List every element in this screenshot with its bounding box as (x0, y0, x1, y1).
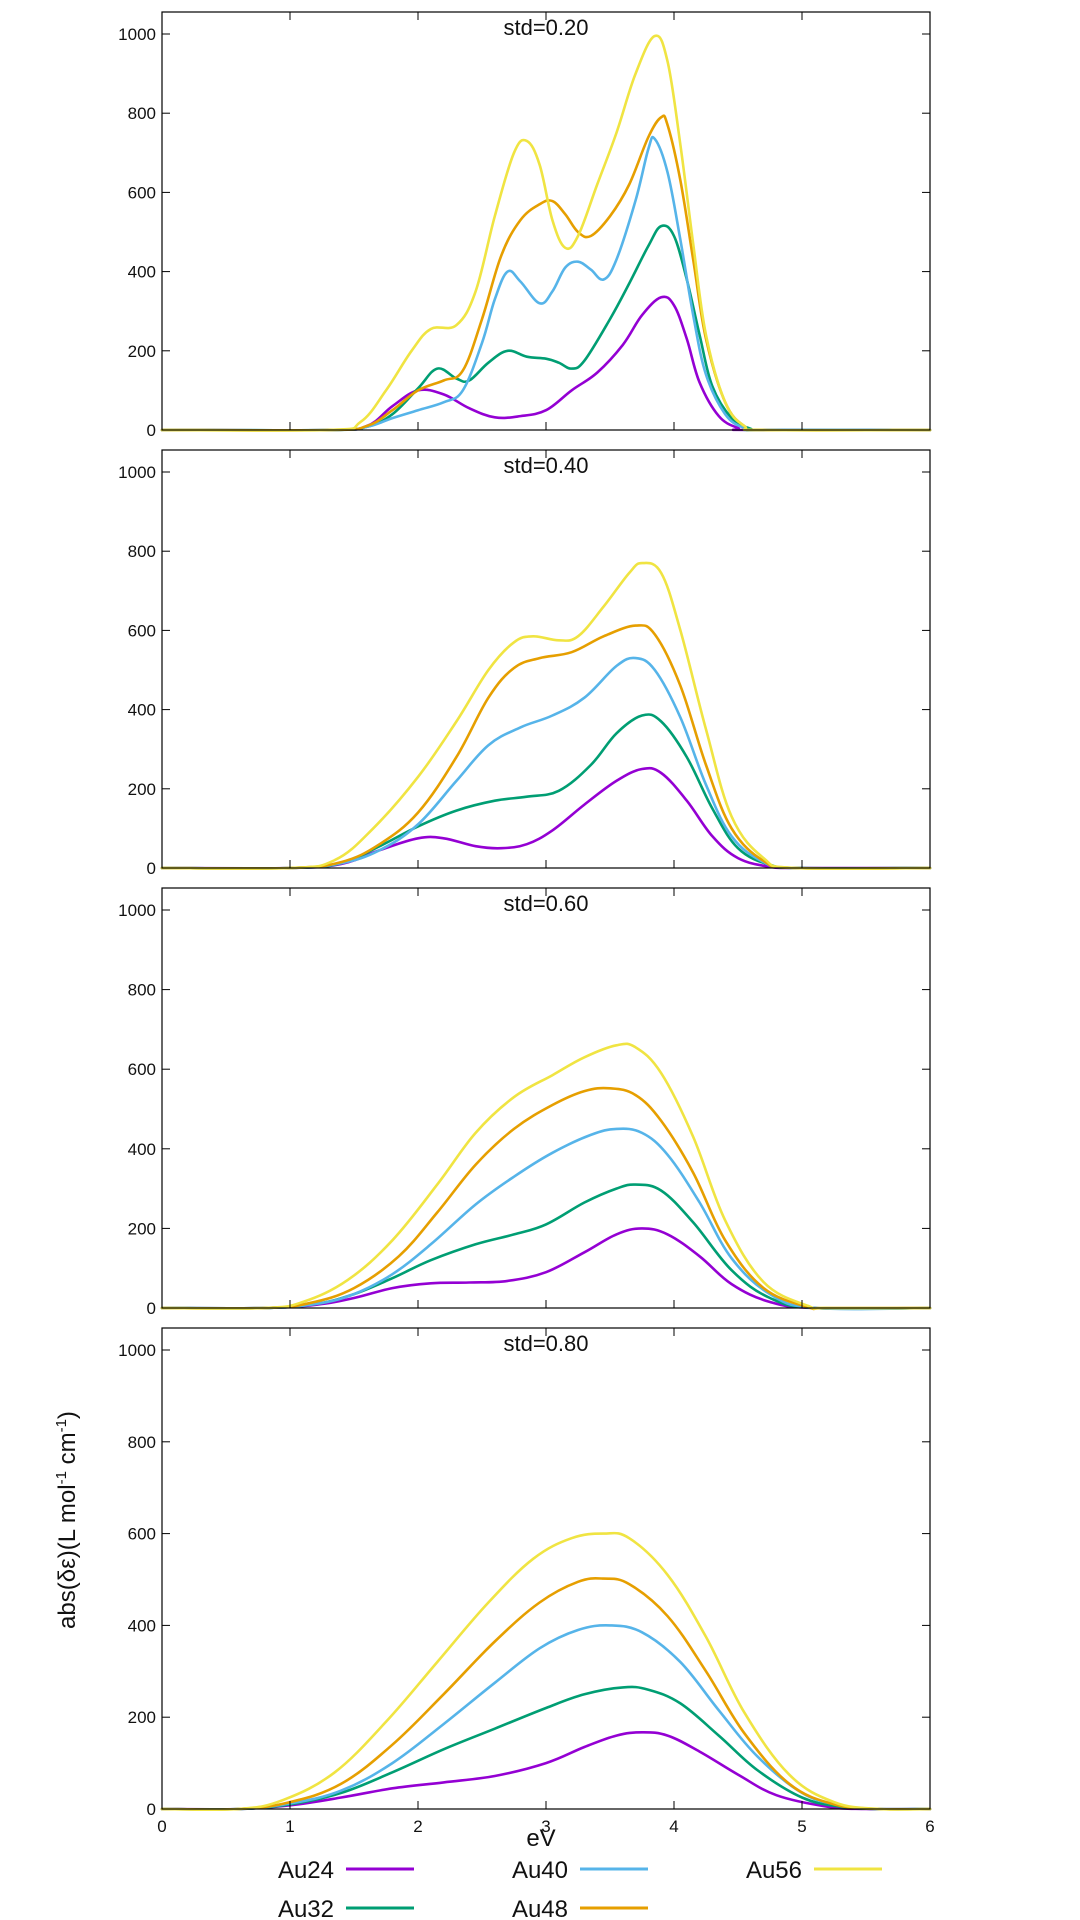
x-tick-label: 5 (797, 1817, 806, 1836)
x-tick-label: 4 (669, 1817, 678, 1836)
series-line-au56 (160, 1531, 932, 1812)
legend-label: Au24 (278, 1857, 334, 1884)
plot-frame (161, 449, 931, 869)
y-tick-label: 200 (128, 1219, 156, 1238)
plot-frame (161, 887, 931, 1309)
series-line-au24 (160, 1730, 932, 1811)
panel-title: std=0.20 (503, 15, 588, 40)
y-axis-label-sup1: -1 (53, 1471, 70, 1484)
series-line-au56 (160, 1042, 932, 1310)
legend: Au24 Au40 Au56 Au32 Au48 (278, 1857, 882, 1920)
y-tick-label: 1000 (118, 25, 156, 44)
legend-label: Au32 (278, 1896, 334, 1920)
y-tick-label: 0 (147, 1800, 156, 1819)
series-line-au24 (160, 766, 932, 870)
y-tick-label: 1000 (118, 1341, 156, 1360)
y-tick-label: 200 (128, 1708, 156, 1727)
y-tick-label: 800 (128, 1433, 156, 1452)
panel-4: 0 200 400 600 800 1000 0 1 2 3 4 5 6 std=0.80 (118, 1327, 935, 1836)
legend-label: Au56 (746, 1857, 802, 1884)
series-line-au48 (160, 114, 932, 432)
series-line-au40 (160, 656, 932, 870)
series-group (160, 34, 932, 432)
series-line-au32 (160, 224, 932, 432)
plot-frame (161, 11, 931, 431)
panel-1: 0 200 400 600 800 1000 std=0.20 (118, 11, 932, 440)
y-tick-label: 400 (128, 1616, 156, 1635)
y-axis-label: abs(δε)(L mol-1 cm-1) (53, 1411, 81, 1629)
x-axis-label: eV (526, 1825, 555, 1852)
panel-title: std=0.40 (503, 453, 588, 478)
legend-item-au24: Au24 (278, 1857, 414, 1884)
legend-item-au32: Au32 (278, 1896, 414, 1920)
series-line-au32 (160, 1183, 932, 1311)
y-tick-label: 0 (147, 859, 156, 878)
x-tick-label: 6 (925, 1817, 934, 1836)
series-group (160, 1042, 932, 1311)
series-line-au48 (160, 624, 932, 870)
series-line-au56 (160, 34, 932, 432)
series-line-au48 (160, 1577, 932, 1811)
y-axis-label-main: abs(δε)(L mol (54, 1484, 81, 1629)
y-axis-label-close: ) (54, 1411, 81, 1419)
series-line-au32 (160, 1685, 932, 1811)
series-line-au32 (160, 713, 932, 870)
series-line-au24 (160, 1227, 932, 1310)
panel-3: 0 200 400 600 800 1000 std=0.60 (118, 887, 932, 1318)
series-line-au24 (160, 295, 932, 432)
x-tick-label: 2 (413, 1817, 422, 1836)
legend-item-au56: Au56 (746, 1857, 882, 1884)
y-tick-label: 600 (128, 621, 156, 640)
legend-label: Au48 (512, 1896, 568, 1920)
y-tick-label: 1000 (118, 901, 156, 920)
panel-title: std=0.80 (503, 1331, 588, 1356)
x-tick-label: 1 (285, 1817, 294, 1836)
y-tick-label: 200 (128, 342, 156, 361)
y-tick-label: 400 (128, 263, 156, 282)
x-tick-label: 0 (157, 1817, 166, 1836)
panel-2: 0 200 400 600 800 1000 std=0.40 (118, 449, 932, 878)
series-line-au40 (160, 1624, 932, 1811)
y-axis-label-cm: cm (54, 1432, 81, 1471)
y-tick-label: 200 (128, 780, 156, 799)
panel-title: std=0.60 (503, 891, 588, 916)
series-line-au40 (160, 135, 932, 432)
x-tick-label: 3 (541, 1817, 550, 1836)
y-tick-label: 400 (128, 1140, 156, 1159)
y-tick-label: 400 (128, 701, 156, 720)
series-group (160, 561, 932, 871)
y-tick-label: 0 (147, 1299, 156, 1318)
y-axis-label-sup2: -1 (53, 1419, 70, 1432)
legend-item-au40: Au40 (512, 1857, 648, 1884)
series-line-au56 (160, 561, 932, 871)
y-tick-label: 0 (147, 421, 156, 440)
y-tick-label: 600 (128, 183, 156, 202)
plot-frame (161, 1327, 931, 1810)
y-tick-label: 800 (128, 104, 156, 123)
series-line-au48 (160, 1086, 932, 1311)
y-tick-label: 600 (128, 1525, 156, 1544)
legend-item-au48: Au48 (512, 1896, 648, 1920)
y-tick-label: 800 (128, 981, 156, 1000)
series-group (160, 1531, 932, 1812)
y-tick-label: 600 (128, 1060, 156, 1079)
y-tick-label: 800 (128, 542, 156, 561)
y-tick-label: 1000 (118, 463, 156, 482)
series-line-au40 (160, 1127, 932, 1311)
legend-label: Au40 (512, 1857, 568, 1884)
